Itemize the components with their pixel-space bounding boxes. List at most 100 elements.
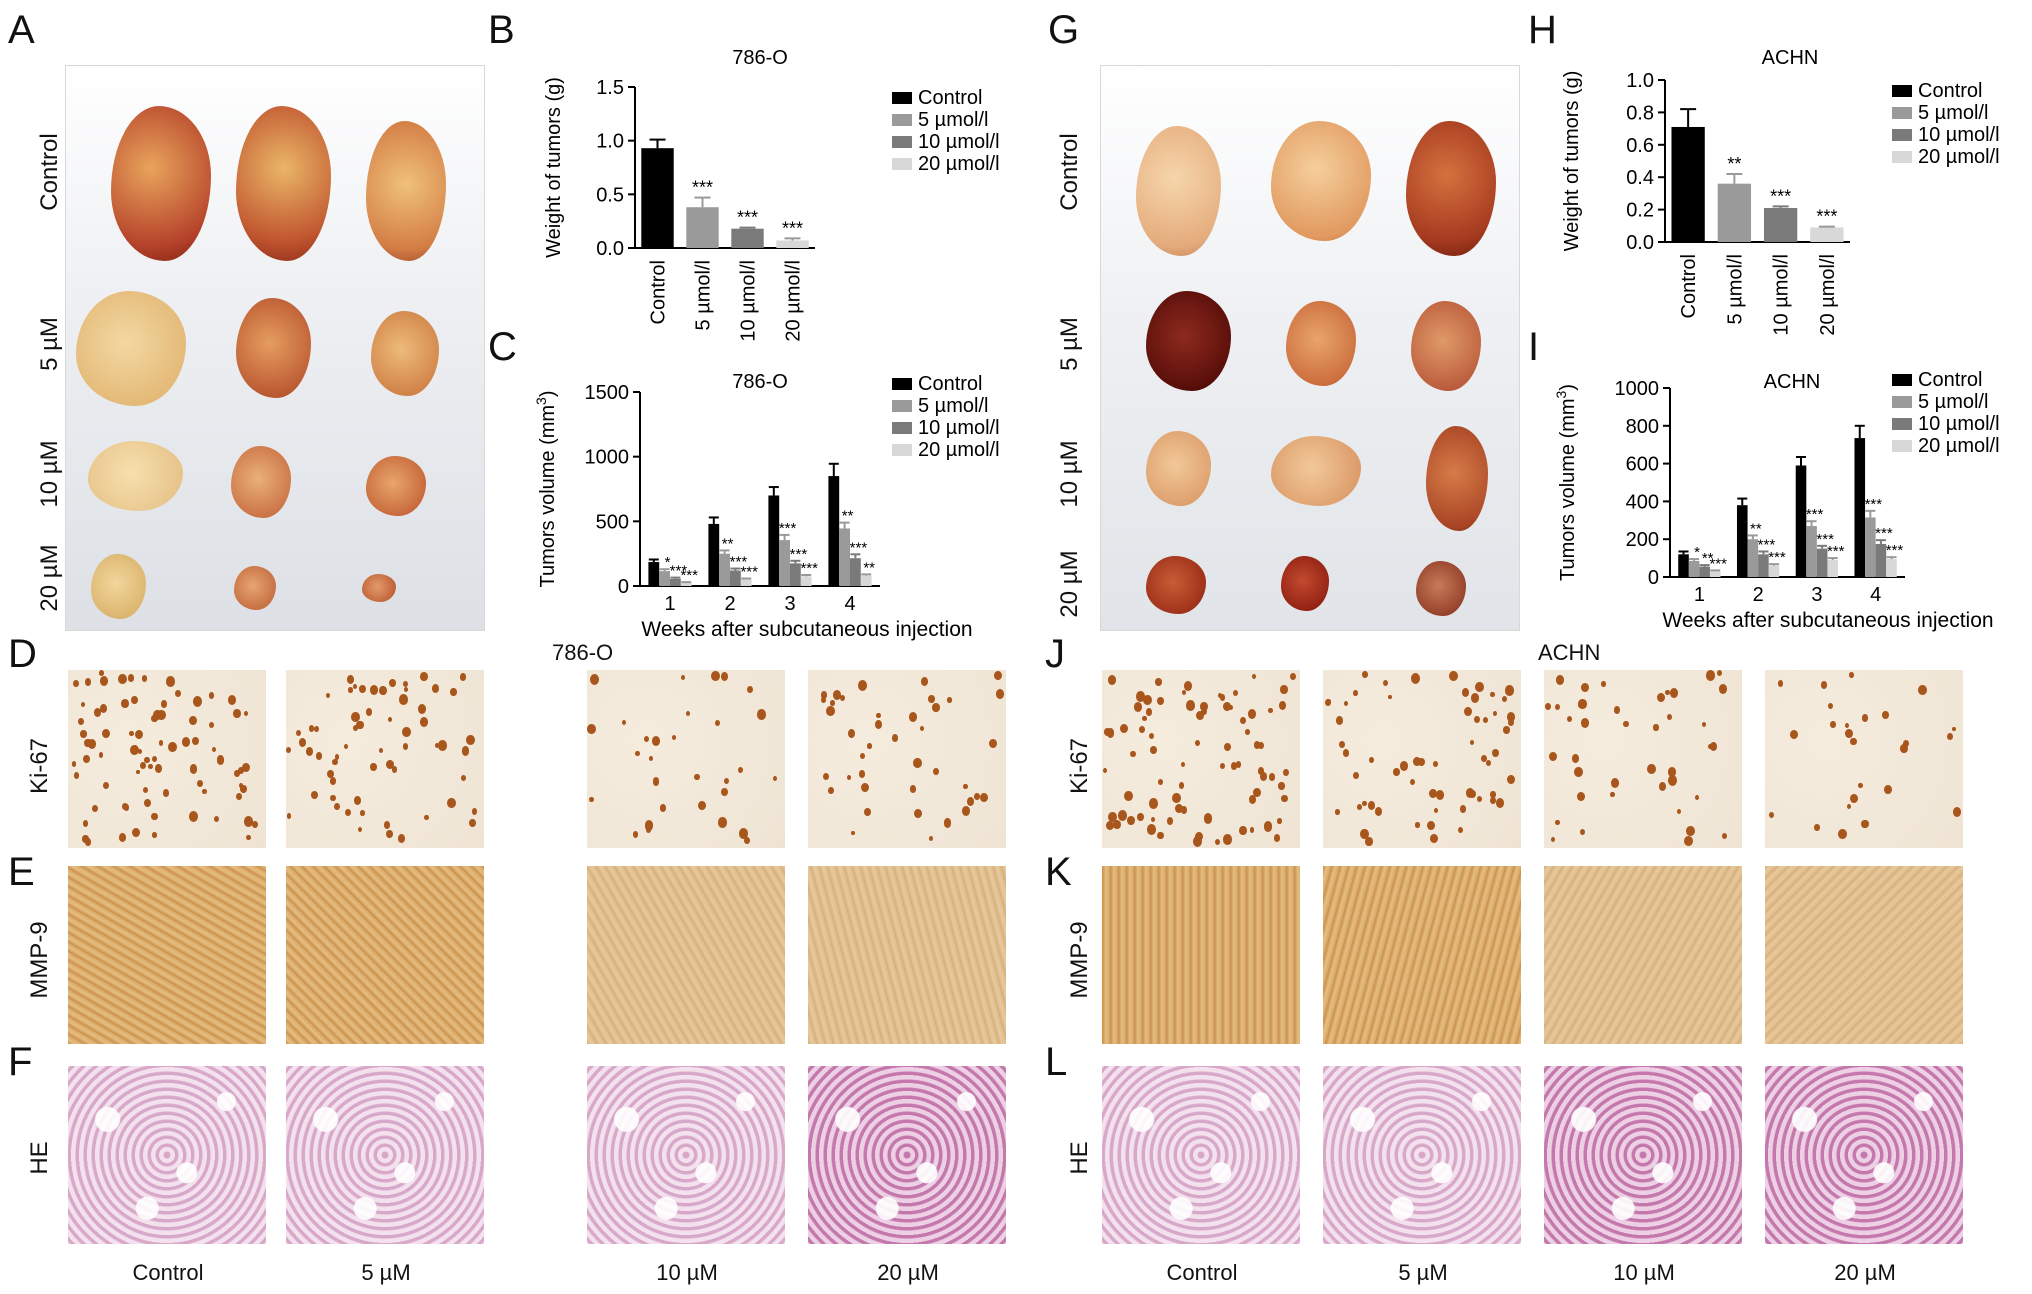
he-micrograph xyxy=(587,1066,785,1244)
ki67-positive-nucleus xyxy=(847,728,856,739)
ki67-positive-nucleus xyxy=(1393,768,1400,776)
ki67-positive-nucleus xyxy=(928,694,935,703)
ki67-positive-nucleus xyxy=(1504,685,1514,696)
ki67-positive-nucleus xyxy=(1239,825,1247,835)
legend-label: Control xyxy=(918,373,982,395)
row-label-10um-right: 10 µM xyxy=(1056,440,1083,508)
ki67-positive-nucleus xyxy=(102,781,109,789)
ki67-positive-nucleus xyxy=(694,773,700,781)
significance-label: * xyxy=(665,554,671,571)
ki67-positive-nucleus xyxy=(1280,685,1288,694)
ki67-positive-nucleus xyxy=(1676,808,1682,815)
ki67-positive-nucleus xyxy=(1106,820,1114,830)
ki67-positive-nucleus xyxy=(134,729,143,739)
ki67-positive-nucleus xyxy=(174,689,181,698)
ki67-positive-nucleus xyxy=(1362,800,1367,806)
bar xyxy=(740,579,752,586)
ki67-positive-nucleus xyxy=(746,685,753,694)
ki67-positive-nucleus xyxy=(1151,816,1156,822)
ki67-positive-nucleus xyxy=(127,673,135,682)
legend-label: 20 µmol/l xyxy=(1918,435,2000,457)
significance-label: *** xyxy=(1875,525,1893,542)
ki67-positive-nucleus xyxy=(589,673,599,685)
ki67-positive-nucleus xyxy=(459,673,467,682)
ki67-positive-nucleus xyxy=(80,701,86,707)
ki67-positive-nucleus xyxy=(1576,791,1585,801)
x-tick-label: Control xyxy=(648,260,670,324)
ki67-positive-nucleus xyxy=(1464,707,1472,717)
ki67-positive-nucleus xyxy=(313,725,319,732)
ki67-positive-nucleus xyxy=(920,725,925,732)
ki67-positive-nucleus xyxy=(1248,795,1257,805)
ki67-positive-nucleus xyxy=(1490,691,1495,698)
ki67-positive-nucleus xyxy=(82,819,89,827)
ki67-positive-nucleus xyxy=(587,723,597,735)
ki67-positive-nucleus xyxy=(158,740,164,746)
ki67-positive-nucleus xyxy=(1186,700,1195,711)
ki67-positive-nucleus xyxy=(1549,751,1557,761)
ki67-positive-nucleus xyxy=(1790,729,1799,740)
ki67-positive-nucleus xyxy=(974,793,981,801)
ki67-positive-nucleus xyxy=(246,834,251,840)
ki67-positive-nucleus xyxy=(1342,749,1350,758)
ki67-positive-nucleus xyxy=(431,684,439,694)
x-tick-label: 2 xyxy=(1753,584,1764,606)
ki67-positive-nucleus xyxy=(420,672,428,682)
ki67-positive-nucleus xyxy=(1849,672,1854,678)
ki67-positive-nucleus xyxy=(859,770,866,778)
ki67-positive-nucleus xyxy=(365,708,373,716)
ki67-positive-nucleus xyxy=(1357,803,1363,810)
bar xyxy=(1747,539,1759,577)
ki67-positive-nucleus xyxy=(100,676,109,687)
ki67-positive-nucleus xyxy=(1409,778,1415,785)
y-tick-label: 1.5 xyxy=(596,77,624,99)
ki67-positive-nucleus xyxy=(1718,684,1727,694)
ki67-positive-nucleus xyxy=(1828,702,1834,709)
ki67-positive-nucleus xyxy=(154,764,163,774)
ki67-positive-nucleus xyxy=(1180,806,1188,815)
ki67-positive-nucleus xyxy=(357,826,363,833)
ki67-positive-nucleus xyxy=(129,744,139,756)
ki67-positive-nucleus xyxy=(1580,682,1589,693)
ki67-positive-nucleus xyxy=(87,738,97,750)
ki67-positive-nucleus xyxy=(165,675,175,687)
legend-label: 5 µmol/l xyxy=(1918,391,1988,413)
significance-label: *** xyxy=(1816,207,1837,227)
significance-label: *** xyxy=(1806,506,1824,523)
ki67-positive-nucleus xyxy=(589,796,595,803)
ki67-positive-nucleus xyxy=(162,789,169,797)
ki67-positive-nucleus xyxy=(1647,764,1656,775)
ki67-positive-nucleus xyxy=(1449,670,1459,681)
ki67-positive-nucleus xyxy=(1433,761,1439,767)
y-axis-label: Tumors volume (mm3) xyxy=(533,390,559,587)
x-tick-label: 1 xyxy=(664,593,675,615)
ki67-positive-nucleus xyxy=(101,728,111,739)
col-label-control-left: Control xyxy=(132,1260,204,1285)
significance-label: *** xyxy=(1770,186,1791,206)
panel-letter-k: K xyxy=(1045,850,1072,894)
ki67-positive-nucleus xyxy=(1573,766,1583,778)
significance-label: *** xyxy=(1816,531,1834,548)
bar xyxy=(731,228,764,248)
ki67-positive-nucleus xyxy=(399,694,408,705)
y-tick-label: 800 xyxy=(1626,416,1659,438)
bar xyxy=(1671,126,1705,242)
panel-letter-l: L xyxy=(1045,1040,1068,1084)
chart-title: 786-O xyxy=(732,371,788,393)
ki67-positive-nucleus xyxy=(1399,761,1408,771)
significance-label: *** xyxy=(670,563,688,580)
ki67-positive-nucleus xyxy=(1145,708,1152,716)
ki67-positive-nucleus xyxy=(1195,832,1204,842)
ki67-positive-nucleus xyxy=(1195,710,1204,721)
bar xyxy=(800,576,812,586)
ki67-positive-nucleus xyxy=(1124,790,1133,802)
ki67-positive-nucleus xyxy=(1415,822,1420,828)
ki67-positive-nucleus xyxy=(1273,834,1281,843)
mmp9-micrograph xyxy=(68,866,266,1044)
ki67-positive-nucleus xyxy=(858,679,868,691)
ki67-positive-nucleus xyxy=(311,790,318,799)
ki67-positive-nucleus xyxy=(208,721,214,729)
ki67-positive-nucleus xyxy=(1158,779,1164,785)
chart-title: ACHN xyxy=(1762,47,1819,69)
ki67-positive-nucleus xyxy=(168,741,177,752)
